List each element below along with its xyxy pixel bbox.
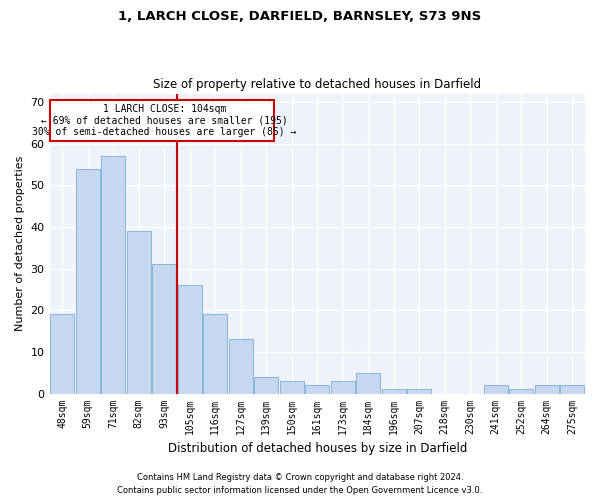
X-axis label: Distribution of detached houses by size in Darfield: Distribution of detached houses by size …: [167, 442, 467, 455]
Bar: [254, 377, 278, 394]
Bar: [152, 264, 176, 394]
Bar: [203, 314, 227, 394]
Bar: [50, 100, 274, 141]
Text: ← 69% of detached houses are smaller (195): ← 69% of detached houses are smaller (19…: [41, 115, 287, 125]
Bar: [178, 285, 202, 394]
Bar: [382, 390, 406, 394]
Bar: [560, 385, 584, 394]
Bar: [229, 340, 253, 394]
Bar: [127, 231, 151, 394]
Bar: [407, 390, 431, 394]
Bar: [331, 381, 355, 394]
Text: 1, LARCH CLOSE, DARFIELD, BARNSLEY, S73 9NS: 1, LARCH CLOSE, DARFIELD, BARNSLEY, S73 …: [118, 10, 482, 23]
Bar: [305, 385, 329, 394]
Y-axis label: Number of detached properties: Number of detached properties: [15, 156, 25, 331]
Text: 30% of semi-detached houses are larger (85) →: 30% of semi-detached houses are larger (…: [32, 127, 296, 137]
Bar: [535, 385, 559, 394]
Title: Size of property relative to detached houses in Darfield: Size of property relative to detached ho…: [153, 78, 481, 91]
Bar: [484, 385, 508, 394]
Bar: [101, 156, 125, 394]
Text: 1 LARCH CLOSE: 104sqm: 1 LARCH CLOSE: 104sqm: [103, 104, 226, 114]
Text: Contains HM Land Registry data © Crown copyright and database right 2024.
Contai: Contains HM Land Registry data © Crown c…: [118, 474, 482, 495]
Bar: [50, 314, 74, 394]
Bar: [76, 168, 100, 394]
Bar: [356, 372, 380, 394]
Bar: [280, 381, 304, 394]
Bar: [509, 390, 533, 394]
